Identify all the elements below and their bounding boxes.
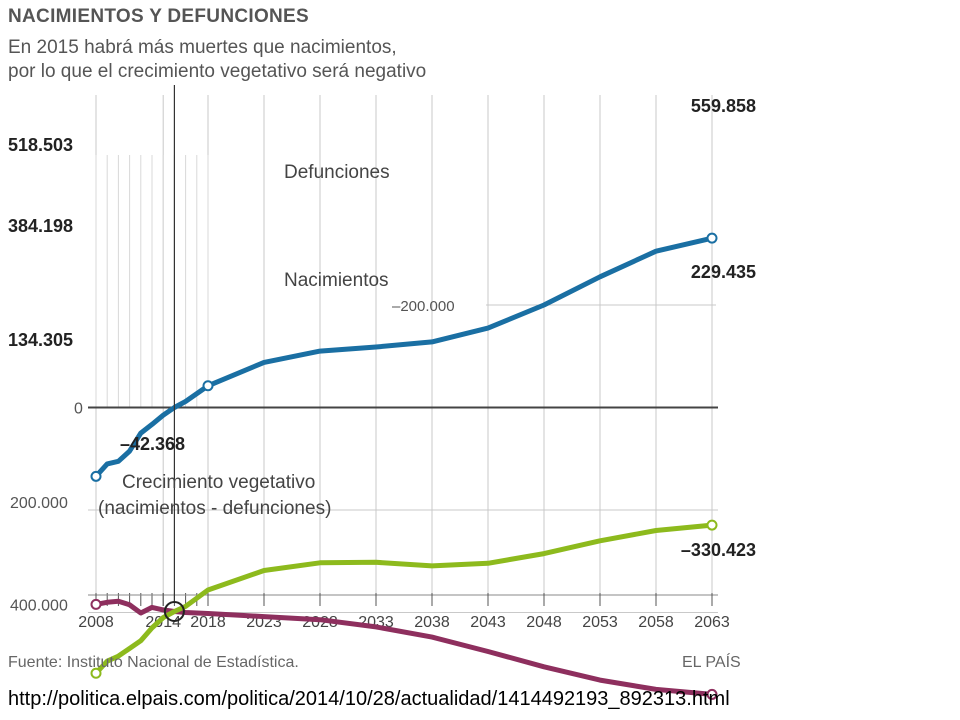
defunciones-last-label: 559.858 [691,96,756,116]
crecimiento-first-label: 134.305 [8,330,73,350]
series-end-marker [706,232,718,244]
x-tick-label: 2043 [470,614,506,631]
crecimiento-2018-label: –42.368 [120,434,185,454]
series-start-marker [90,470,102,482]
series-end-marker [706,519,718,531]
x-tick-label: 2053 [582,614,618,631]
x-tick-label: 2048 [526,614,562,631]
crossover-marker [163,600,185,622]
x-tick-label: 2063 [694,614,730,631]
nacimientos-last-label: 229.435 [691,262,756,282]
nacimientos-line [93,522,715,676]
source-url: http://politica.elpais.com/politica/2014… [8,688,730,710]
crecimiento-series-label: Crecimiento vegetativo [122,472,315,493]
defunciones-line [93,598,715,697]
x-tick-label: 2038 [414,614,450,631]
subtitle-line-2: por lo que el crecimiento vegetativo ser… [8,61,427,82]
brand-label: EL PAÍS [682,654,741,671]
source-note: Fuente: Instituto Nacional de Estadístic… [8,654,299,671]
crecimiento-mid-marker [202,380,214,392]
y-tick-label: 0 [74,401,83,418]
series-end-marker [706,688,718,700]
subtitle-line-1: En 2015 habrá más muertes que nacimiento… [8,37,397,58]
defunciones-first-label: 384.198 [8,216,73,236]
crecimiento-series-label-2: (nacimientos - defunciones) [98,498,331,519]
crecimiento-last-label: –330.423 [681,540,756,560]
y-tick-label: –200.000 [392,298,455,315]
y-tick-label: 200.000 [10,495,68,512]
nacimientos-first-label: 518.503 [8,135,73,155]
defunciones-series-label: Defunciones [284,162,390,183]
x-tick-label: 2018 [190,614,226,631]
crecimiento-line [93,235,715,479]
y-tick-label: 400.000 [10,598,68,615]
chart-subtitle: En 2015 habrá más muertes que nacimiento… [8,36,548,84]
nacimientos-series-label: Nacimientos [284,270,389,291]
series-start-marker [90,598,102,610]
series-start-marker [90,667,102,679]
x-tick-label: 2058 [638,614,674,631]
chart-title: NACIMIENTOS Y DEFUNCIONES [8,6,309,27]
x-tick-label: 2008 [78,614,114,631]
